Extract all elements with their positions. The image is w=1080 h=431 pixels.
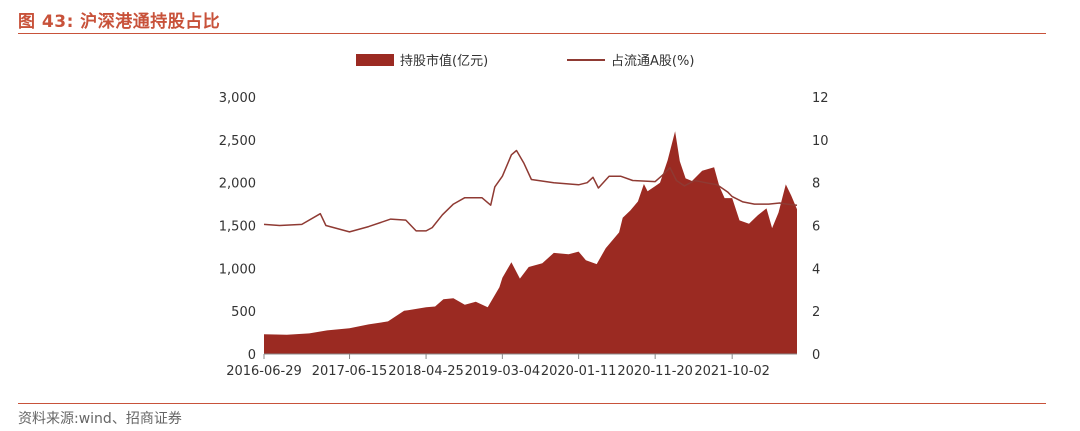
legend-label-share: 占流通A股(%) [611, 54, 694, 69]
x-tick-label: 2021-10-02 [694, 364, 770, 379]
chart: 持股市值(亿元) 占流通A股(%) 0 500 1,000 1,500 2,000 2,50… [219, 53, 829, 379]
y-right-tick-label: 8 [812, 177, 820, 192]
x-tick-label: 2020-11-20 [617, 364, 693, 379]
line-layer [263, 149, 798, 233]
series-area-market-value [264, 131, 797, 354]
y-right-tick-label: 6 [812, 220, 820, 235]
y-left-tick-label: 500 [231, 305, 256, 320]
y-left-tick-label: 3,000 [219, 91, 256, 106]
y-right-tick-label: 12 [812, 91, 829, 106]
series-line-share [263, 149, 798, 233]
figure-title: 图 43: 沪深港通持股占比 [18, 12, 221, 32]
x-tick-label: 2017-06-15 [312, 364, 388, 379]
legend-swatch-market-value [356, 54, 394, 66]
axes-layer: 0 500 1,000 1,500 2,000 2,500 3,000 0 2 4 6 8 10 12 20… [219, 91, 829, 379]
x-tick-label: 2019-03-04 [465, 364, 541, 379]
x-tick-label: 2016-06-29 [226, 364, 302, 379]
footer-rule [18, 403, 1046, 404]
source-note: 资料来源:wind、招商证券 [18, 411, 182, 427]
area-layer [264, 131, 797, 354]
y-left-tick-label: 1,500 [219, 220, 256, 235]
title-rule [18, 33, 1046, 34]
x-tick-label: 2018-04-25 [388, 364, 464, 379]
y-left-tick-label: 0 [248, 348, 256, 363]
y-left-tick-label: 2,500 [219, 134, 256, 149]
legend-label-market-value: 持股市值(亿元) [400, 53, 488, 69]
legend: 持股市值(亿元) 占流通A股(%) [356, 53, 694, 69]
y-right-tick-label: 2 [812, 305, 820, 320]
y-right-tick-label: 0 [812, 348, 820, 363]
y-right-tick-label: 10 [812, 134, 829, 149]
y-left-tick-label: 2,000 [219, 177, 256, 192]
y-left-tick-label: 1,000 [219, 262, 256, 277]
x-tick-label: 2020-01-11 [541, 364, 617, 379]
y-right-tick-label: 4 [812, 262, 820, 277]
